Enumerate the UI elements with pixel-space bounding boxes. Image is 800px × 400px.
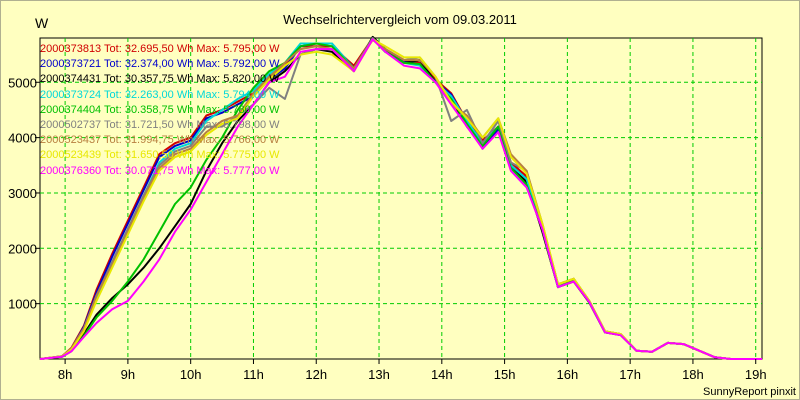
y-tick-label: 4000 xyxy=(8,131,37,146)
y-tick-label: 1000 xyxy=(8,297,37,312)
series-line-9 xyxy=(39,38,762,360)
legend: 2000373813 Tot: 32.695,50 Wh Max: 5.795,… xyxy=(40,42,280,179)
y-tick-label: 3000 xyxy=(8,186,37,201)
x-tick-label: 17h xyxy=(619,367,641,382)
legend-item-1: 2000373813 Tot: 32.695,50 Wh Max: 5.795,… xyxy=(40,43,280,55)
legend-item-9: 2000376360 Tot: 30.071,75 Wh Max: 5.777,… xyxy=(40,164,280,177)
x-tick-label: 15h xyxy=(494,367,516,382)
series-lines xyxy=(39,35,762,360)
legend-item-5: 2000374404 Tot: 30.358,75 Wh Max: 5.780,… xyxy=(40,103,280,116)
y-tick-label: 2000 xyxy=(8,241,37,256)
x-axis-ticks: 8h 9h 10h 11h 12h 13h 14h 15h 16h 17h 18h 19h xyxy=(58,359,767,382)
y-axis-ticks: 1000 2000 3000 4000 5000 xyxy=(8,75,40,312)
x-tick-label: 19h xyxy=(745,367,767,382)
x-tick-label: 13h xyxy=(368,367,390,382)
x-tick-label: 12h xyxy=(305,367,327,382)
x-tick-label: 18h xyxy=(682,367,704,382)
y-tick-label: 5000 xyxy=(8,75,37,90)
x-tick-label: 14h xyxy=(431,367,453,382)
x-tick-label: 11h xyxy=(243,367,264,382)
chart-title: Wechselrichtervergleich vom 09.03.2011 xyxy=(283,12,517,27)
legend-item-7: 2000523437 Tot: 31.994,75 Wh Max: 5.766,… xyxy=(40,134,280,147)
x-tick-label: 8h xyxy=(58,367,72,382)
legend-item-6: 2000502737 Tot: 31.721,50 Wh Max: 5.798,… xyxy=(40,119,280,132)
y-axis-unit: W xyxy=(35,15,49,31)
legend-item-3: 2000374431 Tot: 30.357,75 Wh Max: 5.820,… xyxy=(40,73,280,86)
legend-item-4: 2000373724 Tot: 32.263,00 Wh Max: 5.794,… xyxy=(40,88,280,101)
plot-area xyxy=(39,37,763,360)
legend-item-8: 2000523439 Tot: 31.650,50 Wh Max: 5.775,… xyxy=(40,149,280,162)
x-tick-label: 16h xyxy=(557,367,579,382)
legend-item-2: 2000373721 Tot: 32.374,00 Wh Max: 5.792,… xyxy=(40,58,280,71)
x-tick-label: 10h xyxy=(180,367,202,382)
x-tick-label: 9h xyxy=(121,367,135,382)
footer-credit: SunnyReport pinxit xyxy=(703,386,796,398)
